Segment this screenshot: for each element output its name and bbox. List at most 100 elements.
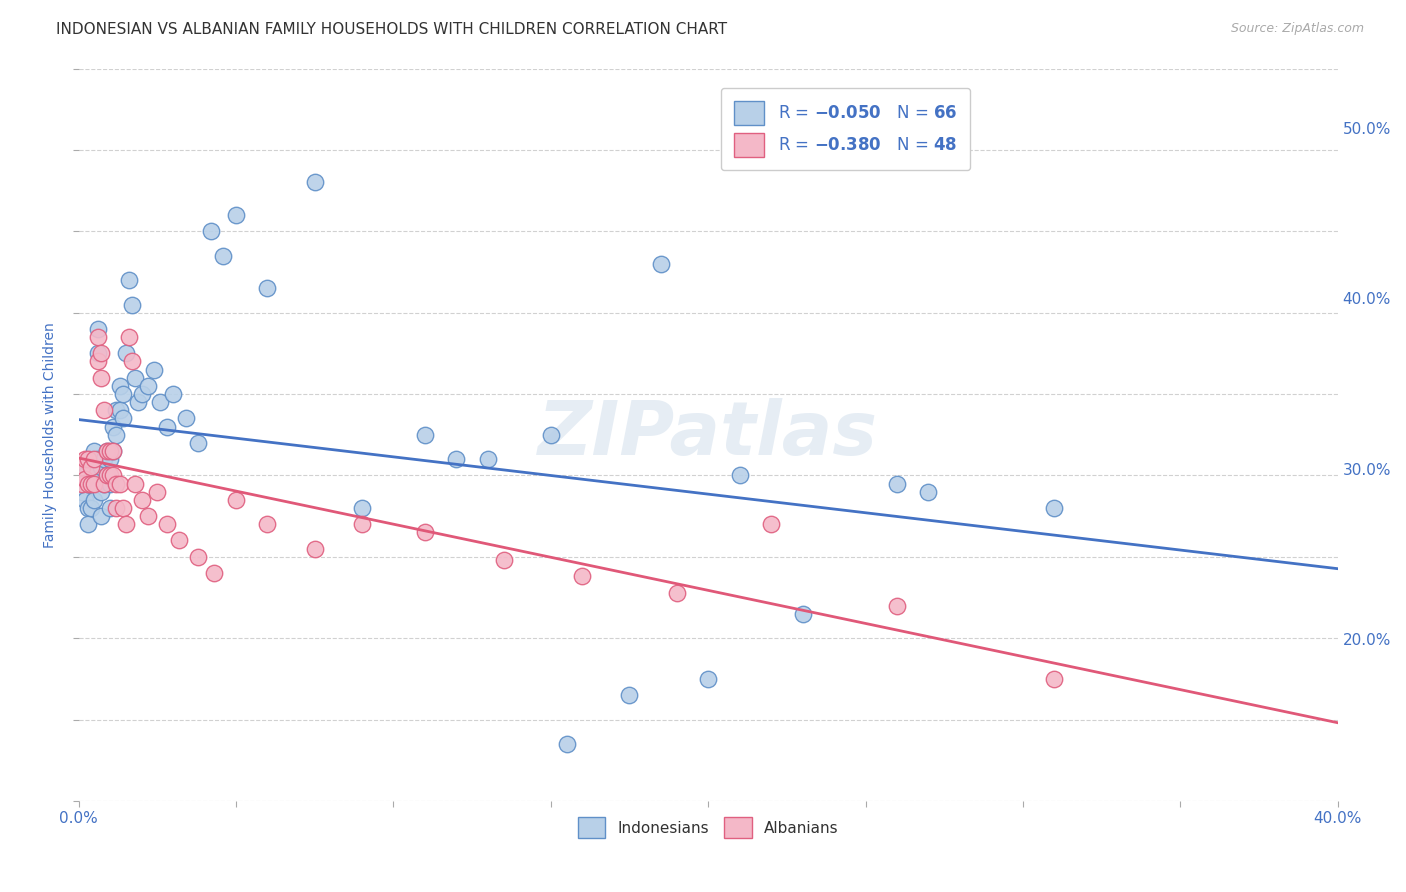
Point bbox=[70, 460, 93, 475]
Point bbox=[96, 468, 118, 483]
Point bbox=[70, 460, 93, 475]
Point bbox=[73, 452, 96, 467]
Point bbox=[174, 411, 197, 425]
Point bbox=[83, 476, 105, 491]
Point bbox=[665, 585, 688, 599]
Point bbox=[146, 484, 169, 499]
Point bbox=[304, 176, 326, 190]
Point bbox=[96, 444, 118, 458]
Point bbox=[917, 484, 939, 499]
Point bbox=[187, 435, 209, 450]
Point bbox=[187, 549, 209, 564]
Legend: Indonesians, Albanians: Indonesians, Albanians bbox=[572, 811, 845, 845]
Point bbox=[77, 476, 100, 491]
Point bbox=[86, 322, 108, 336]
Point bbox=[350, 517, 373, 532]
Point bbox=[93, 452, 115, 467]
Point bbox=[98, 452, 121, 467]
Point bbox=[124, 370, 146, 384]
Point bbox=[111, 387, 134, 401]
Point bbox=[136, 379, 159, 393]
Point bbox=[86, 354, 108, 368]
Point bbox=[1043, 672, 1066, 686]
Point bbox=[256, 517, 278, 532]
Point bbox=[149, 395, 172, 409]
Point bbox=[93, 476, 115, 491]
Point bbox=[446, 452, 468, 467]
Point bbox=[121, 354, 143, 368]
Text: INDONESIAN VS ALBANIAN FAMILY HOUSEHOLDS WITH CHILDREN CORRELATION CHART: INDONESIAN VS ALBANIAN FAMILY HOUSEHOLDS… bbox=[56, 22, 727, 37]
Point bbox=[225, 208, 247, 222]
Point bbox=[156, 419, 179, 434]
Point bbox=[492, 553, 515, 567]
Point bbox=[70, 476, 93, 491]
Point bbox=[96, 444, 118, 458]
Point bbox=[98, 500, 121, 515]
Point bbox=[792, 607, 814, 621]
Point bbox=[90, 370, 112, 384]
Point bbox=[143, 362, 166, 376]
Point bbox=[304, 541, 326, 556]
Point bbox=[124, 476, 146, 491]
Point bbox=[131, 492, 153, 507]
Point bbox=[127, 395, 149, 409]
Point bbox=[80, 460, 103, 475]
Point bbox=[111, 411, 134, 425]
Point bbox=[98, 444, 121, 458]
Point bbox=[118, 330, 141, 344]
Point bbox=[555, 737, 578, 751]
Point bbox=[413, 525, 436, 540]
Point bbox=[108, 476, 131, 491]
Point bbox=[103, 419, 125, 434]
Point bbox=[256, 281, 278, 295]
Point bbox=[90, 509, 112, 524]
Text: ZIPatlas: ZIPatlas bbox=[538, 398, 879, 471]
Point bbox=[169, 533, 191, 548]
Point bbox=[80, 500, 103, 515]
Point bbox=[98, 476, 121, 491]
Point bbox=[105, 500, 128, 515]
Point bbox=[103, 468, 125, 483]
Point bbox=[886, 476, 908, 491]
Point bbox=[103, 444, 125, 458]
Point bbox=[540, 427, 562, 442]
Point bbox=[93, 403, 115, 417]
Point bbox=[73, 492, 96, 507]
Point bbox=[83, 468, 105, 483]
Point bbox=[121, 297, 143, 311]
Point bbox=[477, 452, 499, 467]
Point bbox=[118, 273, 141, 287]
Point bbox=[697, 672, 720, 686]
Point bbox=[83, 444, 105, 458]
Point bbox=[90, 460, 112, 475]
Point bbox=[93, 476, 115, 491]
Point bbox=[73, 468, 96, 483]
Point bbox=[200, 224, 222, 238]
Point bbox=[225, 492, 247, 507]
Point bbox=[96, 468, 118, 483]
Point bbox=[886, 599, 908, 613]
Point bbox=[108, 403, 131, 417]
Point bbox=[111, 500, 134, 515]
Point bbox=[413, 427, 436, 442]
Point bbox=[77, 517, 100, 532]
Point bbox=[728, 468, 751, 483]
Point bbox=[1043, 500, 1066, 515]
Point bbox=[80, 476, 103, 491]
Point bbox=[108, 379, 131, 393]
Point bbox=[77, 476, 100, 491]
Point bbox=[90, 484, 112, 499]
Point bbox=[115, 346, 138, 360]
Point bbox=[83, 452, 105, 467]
Point bbox=[103, 444, 125, 458]
Point bbox=[571, 569, 593, 583]
Point bbox=[86, 452, 108, 467]
Point bbox=[105, 403, 128, 417]
Point bbox=[80, 476, 103, 491]
Point bbox=[98, 468, 121, 483]
Point bbox=[131, 387, 153, 401]
Point bbox=[70, 484, 93, 499]
Point bbox=[162, 387, 184, 401]
Point bbox=[83, 492, 105, 507]
Point bbox=[105, 476, 128, 491]
